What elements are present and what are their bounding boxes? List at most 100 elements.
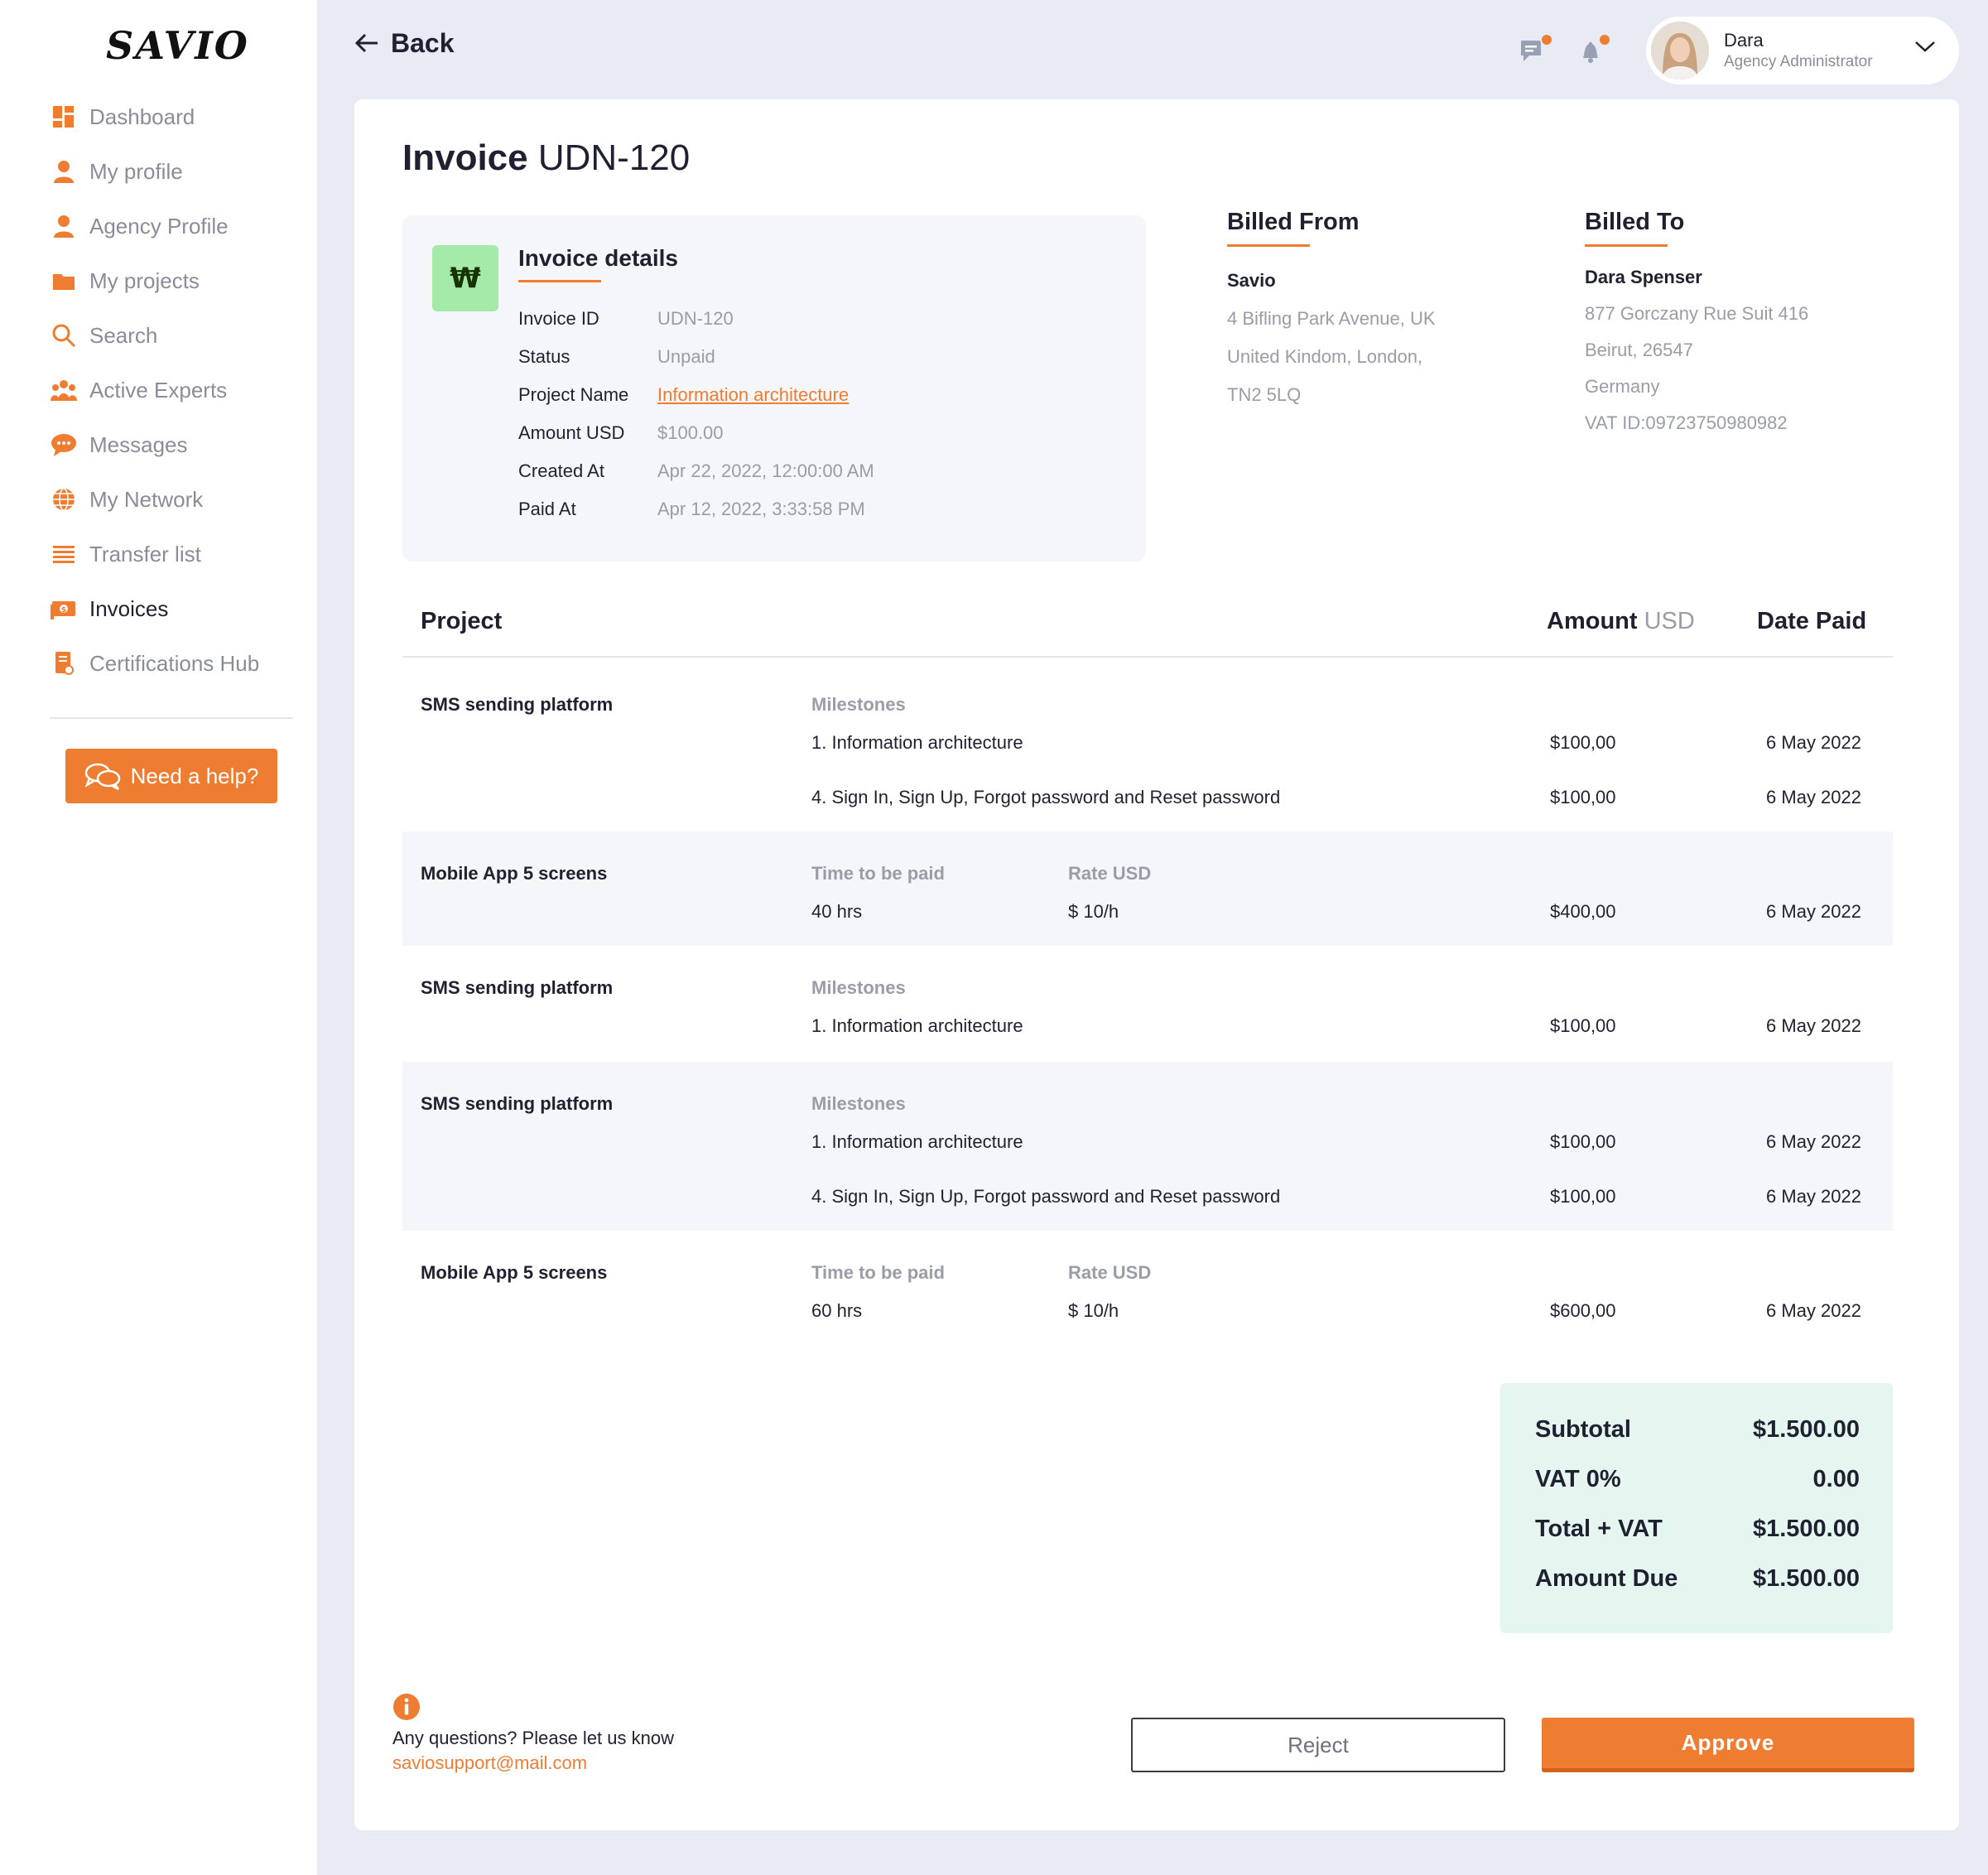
billed-from-line: United Kindom, London,	[1227, 346, 1423, 367]
sidebar-item-search[interactable]: Search	[50, 315, 298, 356]
globe-icon	[50, 485, 78, 513]
reject-button[interactable]: Reject	[1131, 1718, 1505, 1772]
detail-value: Unpaid	[657, 346, 715, 367]
back-label: Back	[391, 27, 455, 58]
row-project: SMS sending platform	[421, 1093, 614, 1114]
heading-underline	[518, 280, 601, 282]
alerts-notification-button[interactable]	[1575, 31, 1611, 68]
sidebar-item-transfer-list[interactable]: Transfer list	[50, 533, 298, 575]
sidebar-item-label: Agency Profile	[89, 213, 229, 239]
row-hours: 40 hrs	[811, 901, 863, 922]
row-amount: $600,00	[1550, 1300, 1616, 1321]
vat-row: VAT 0% 0.00	[1535, 1466, 1860, 1499]
approve-button[interactable]: Approve	[1542, 1718, 1914, 1772]
row-amount: $100,00	[1550, 1186, 1616, 1207]
column-header-date-paid: Date Paid	[1757, 608, 1867, 634]
milestone-name: 4. Sign In, Sign Up, Forgot password and…	[811, 787, 1281, 807]
total-row: Total + VAT $1.500.00	[1535, 1516, 1860, 1549]
message-icon	[1521, 41, 1541, 61]
user-info: Dara Agency Administrator	[1724, 30, 1873, 71]
invoice-card: Invoice UDN-120 ₩ Invoice details Invoic…	[354, 99, 1959, 1830]
row-date: 6 May 2022	[1766, 787, 1861, 807]
sidebar-item-label: My Network	[89, 486, 204, 512]
sidebar-item-my-network[interactable]: My Network	[50, 479, 298, 520]
chevron-down-icon	[1915, 41, 1935, 52]
user-icon	[50, 212, 78, 240]
dashboard-icon	[50, 103, 78, 131]
invoice-title-prefix: Invoice	[402, 137, 528, 178]
sidebar-item-label: Active Experts	[89, 377, 228, 402]
amount-due-label: Amount Due	[1535, 1565, 1678, 1592]
row-project: Mobile App 5 screens	[421, 1262, 608, 1283]
sidebar-item-label: Certifications Hub	[89, 650, 260, 676]
sidebar-divider	[50, 717, 293, 719]
sidebar-item-label: Search	[89, 322, 158, 348]
notification-dot	[1598, 33, 1611, 46]
sidebar: SAVIO Dashboard My profile Agency Profil…	[0, 0, 317, 1875]
back-button[interactable]: Back	[354, 25, 455, 61]
table-row: SMS sending platform Milestones 1. Infor…	[402, 1062, 1893, 1231]
sidebar-item-label: My profile	[89, 158, 183, 184]
invoice-title-id: UDN-120	[537, 137, 691, 178]
sidebar-item-messages[interactable]: Messages	[50, 424, 298, 465]
vat-value: 0.00	[1812, 1466, 1860, 1492]
billed-from-name: Savio	[1227, 270, 1276, 291]
row-date: 6 May 2022	[1766, 1300, 1861, 1321]
bell-icon	[1583, 41, 1598, 63]
row-date: 6 May 2022	[1766, 732, 1861, 753]
sidebar-item-certifications-hub[interactable]: Certifications Hub	[50, 643, 298, 684]
amount-due-row: Amount Due $1.500.00	[1535, 1565, 1860, 1598]
billed-to-line: Beirut, 26547	[1585, 340, 1693, 360]
billed-from-heading-text: Billed From	[1227, 209, 1360, 235]
detail-value: $100.00	[657, 422, 724, 443]
detail-key: Amount USD	[518, 422, 625, 443]
billed-from: Billed From Savio 4 Bifling Park Avenue,…	[1227, 209, 1436, 406]
row-project: Mobile App 5 screens	[421, 863, 608, 884]
time-label: Time to be paid	[811, 863, 945, 884]
invoice-details-box: ₩ Invoice details Invoice ID UDN-120 Sta…	[402, 215, 1146, 562]
sidebar-item-invoices[interactable]: $ Invoices	[50, 588, 298, 629]
need-help-button[interactable]: Need a help?	[65, 749, 277, 803]
notification-dot	[1540, 33, 1553, 46]
svg-text:$: $	[61, 606, 66, 615]
milestones-label: Milestones	[811, 694, 906, 715]
row-project: SMS sending platform	[421, 694, 614, 715]
avatar	[1651, 22, 1709, 80]
invoice-details-heading: Invoice details	[518, 245, 678, 282]
milestone-name: 4. Sign In, Sign Up, Forgot password and…	[811, 1186, 1281, 1207]
sidebar-item-dashboard[interactable]: Dashboard	[50, 96, 298, 137]
billed-to-heading-text: Billed To	[1585, 209, 1685, 235]
table-divider	[402, 656, 1893, 658]
row-date: 6 May 2022	[1766, 901, 1861, 922]
total-label: Total + VAT	[1535, 1516, 1663, 1542]
billed-to: Billed To Dara Spenser 877 Gorczany Rue …	[1585, 209, 1808, 434]
milestone-name: 1. Information architecture	[811, 732, 1023, 753]
detail-key: Invoice ID	[518, 308, 599, 329]
row-amount: $100,00	[1550, 1131, 1616, 1152]
sidebar-item-agency-profile[interactable]: Agency Profile	[50, 205, 298, 247]
project-name-link[interactable]: Information architecture	[657, 384, 850, 405]
arrow-left-icon	[354, 33, 378, 53]
totals-box: Subtotal $1.500.00 VAT 0% 0.00 Total + V…	[1500, 1383, 1893, 1633]
heading-underline	[1227, 244, 1310, 247]
sidebar-item-my-profile[interactable]: My profile	[50, 151, 298, 192]
row-date: 6 May 2022	[1766, 1186, 1861, 1207]
sidebar-item-active-experts[interactable]: Active Experts	[50, 369, 298, 411]
milestone-name: 1. Information architecture	[811, 1131, 1023, 1152]
detail-key: Created At	[518, 460, 604, 481]
amount-header-text: Amount	[1547, 608, 1638, 634]
milestone-name: 1. Information architecture	[811, 1015, 1023, 1036]
row-amount: $100,00	[1550, 1015, 1616, 1036]
sidebar-item-label: Invoices	[89, 595, 169, 621]
company-logo: ₩	[432, 245, 498, 311]
support-email-link[interactable]: saviosupport@mail.com	[392, 1752, 588, 1773]
milestones-label: Milestones	[811, 977, 906, 998]
sidebar-item-my-projects[interactable]: My projects	[50, 260, 298, 301]
user-menu[interactable]: Dara Agency Administrator	[1646, 17, 1959, 84]
row-date: 6 May 2022	[1766, 1131, 1861, 1152]
user-name: Dara	[1724, 30, 1764, 51]
app-logo[interactable]: SAVIO	[106, 23, 249, 68]
row-amount: $100,00	[1550, 732, 1616, 753]
messages-notification-button[interactable]	[1517, 31, 1553, 68]
amount-header-unit: USD	[1644, 608, 1695, 634]
